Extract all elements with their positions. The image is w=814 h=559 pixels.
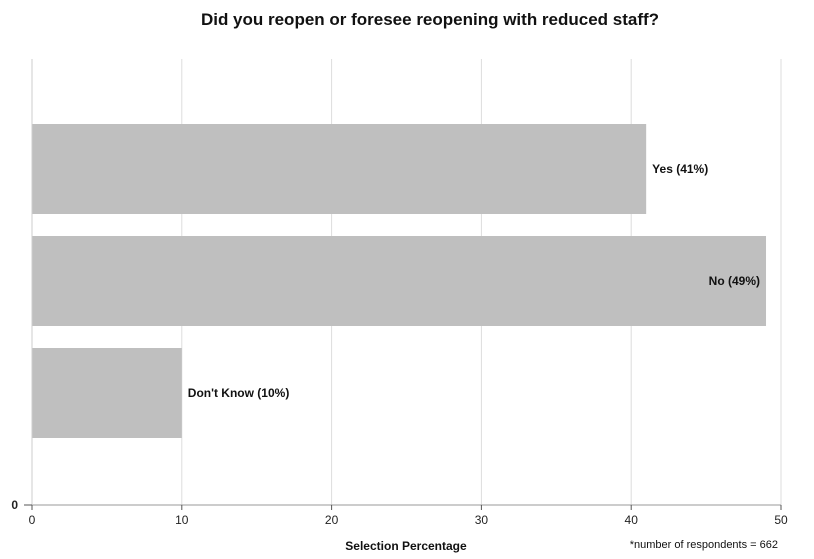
axes: 0	[11, 59, 781, 512]
respondents-note: *number of respondents = 662	[630, 539, 778, 551]
x-tick-label: 0	[29, 513, 36, 527]
y-tick-label: 0	[11, 498, 18, 512]
bar	[32, 348, 182, 438]
x-axis-title: Selection Percentage	[345, 539, 467, 553]
x-tick-label: 50	[774, 513, 788, 527]
x-tick-label: 40	[625, 513, 639, 527]
bar	[32, 124, 647, 214]
bar-data-label: No (49%)	[709, 274, 760, 288]
x-tick-label: 30	[475, 513, 489, 527]
x-tick-label: 10	[175, 513, 189, 527]
x-tick-labels: 0 10 20 30 40 50	[29, 505, 788, 527]
chart-title: Did you reopen or foresee reopening with…	[201, 10, 659, 29]
bar-data-label: Don't Know (10%)	[188, 386, 290, 400]
x-tick-label: 20	[325, 513, 339, 527]
bar	[32, 236, 767, 326]
bars: Yes (41%) No (49%) Don't Know (10%)	[32, 124, 767, 438]
bar-data-label: Yes (41%)	[652, 162, 708, 176]
